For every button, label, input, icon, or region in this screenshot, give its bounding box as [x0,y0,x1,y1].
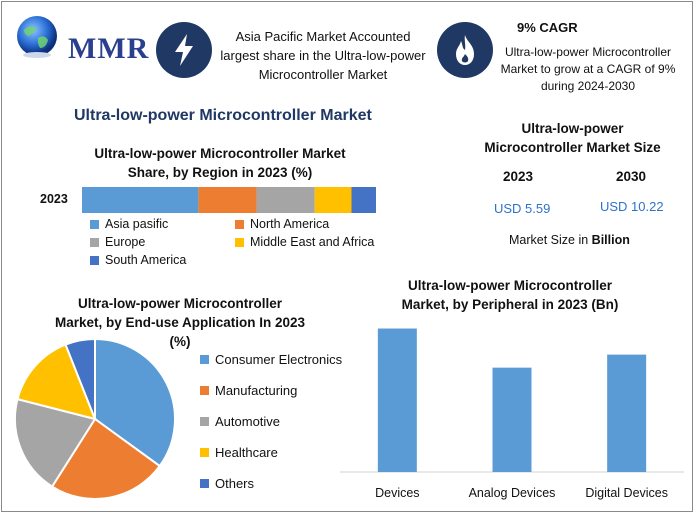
market-size-value-2023: USD 5.59 [494,201,551,216]
header-right-line-3: during 2024-2030 [540,79,636,93]
peripheral-bar-chart: Devices Analog Devices Digital Devices [340,328,684,500]
bar-segment-asia-pasific [82,187,199,213]
cagr-title: 9% CAGR [517,20,578,35]
header-right-line-1: Ultra-low-power Microcontroller [504,45,672,59]
logo: MMR [12,12,148,65]
legend-swatch [200,448,209,457]
market-size-title-line-2: Microcontroller Market Size [484,140,661,155]
pie-chart-title-line-3: (%) [169,334,191,349]
flame-badge [437,22,493,78]
region-chart-title-line-1: Ultra-low-power Microcontroller Market [94,146,346,161]
flame-icon [456,35,474,65]
legend-label: Middle East and Africa [250,235,375,249]
bar-segment-middle-east-and-africa [314,187,352,213]
market-size-unit-prefix: Market Size in [509,233,592,247]
x-tick-label: Analog Devices [469,486,556,500]
legend-label: South America [105,253,187,267]
legend-item-europe: Europe [90,235,145,249]
legend-swatch [90,237,99,247]
header-left-line-1: Asia Pacific Market Accounted [235,29,411,44]
market-size-title: Ultra-low-power Microcontroller Market S… [470,119,675,157]
legend-label: Manufacturing [215,383,298,398]
globe-icon [17,16,57,58]
header-left-line-3: Microcontroller Market [258,67,388,82]
pie-legend-automotive: Automotive [200,414,280,429]
legend-swatch [235,237,244,247]
region-bar-category-label: 2023 [40,192,68,206]
legend-label: Consumer Electronics [215,352,343,367]
bar-digital-devices [607,354,647,472]
pie-legend-healthcare: Healthcare [200,445,278,460]
market-size-unit: Market Size in Billion [509,233,630,247]
pie-legend-consumer-electronics: Consumer Electronics [200,352,342,367]
x-tick-label: Devices [375,486,419,500]
market-size-title-line-1: Ultra-low-power [521,121,624,136]
legend-label: Others [215,476,255,491]
region-chart-title: Ultra-low-power Microcontroller Market S… [60,144,380,182]
end-use-pie-chart [14,337,176,500]
pie-slice-healthcare [16,343,97,421]
market-size-value-2030: USD 10.22 [600,199,664,214]
bar-segment-south-america [351,187,376,213]
legend-swatch [200,355,209,364]
header-right-line-2: Market to grow at a CAGR of 9% [500,62,676,76]
bar-segment-north-america [198,187,257,213]
market-size-year-2023: 2023 [503,169,534,184]
pie-slice-manufacturing [50,417,162,500]
legend-label: North America [250,217,330,231]
legend-swatch [235,219,244,229]
pie-legend-manufacturing: Manufacturing [200,383,297,398]
pie-slice-consumer-electronics [94,337,176,468]
pie-chart-title-line-1: Ultra-low-power Microcontroller [77,296,283,311]
header-right-text: Ultra-low-power Microcontroller Market t… [496,44,680,95]
pie-legend-others: Others [200,476,254,491]
bar-segment-europe [256,187,315,213]
legend-swatch [90,255,99,265]
legend-item-south-america: South America [90,253,186,267]
market-size-unit-bold: Billion [591,233,630,247]
header-left-line-2: largest share in the Ultra-low-power [220,48,426,63]
pie-chart-title: Ultra-low-power Microcontroller Market, … [35,294,325,351]
lightning-icon [175,34,193,66]
brand-name: MMR [68,32,150,65]
legend-label: Europe [105,235,146,249]
peripheral-chart-title-line-2: Market, by Peripheral in 2023 (Bn) [401,297,619,312]
main-title: Ultra-low-power Microcontroller Market [74,107,372,124]
peripheral-chart-title-line-1: Ultra-low-power Microcontroller [407,278,613,293]
pie-slice-automotive [14,397,97,488]
x-tick-label: Digital Devices [585,486,668,500]
legend-swatch [90,219,99,229]
lightning-badge [156,22,212,78]
market-size-year-2030: 2030 [616,169,647,184]
legend-label: Automotive [215,414,281,429]
legend-item-asia: Asia pasific [90,217,168,231]
bar-analog-devices [492,367,532,472]
peripheral-chart-title: Ultra-low-power Microcontroller Market, … [360,276,660,314]
header-left-text: Asia Pacific Market Accounted largest sh… [210,27,436,84]
bar-devices [377,328,417,472]
legend-label: Healthcare [215,445,278,460]
legend-swatch [200,386,209,395]
pie-slice-others [64,337,96,420]
region-chart-title-line-2: Share, by Region in 2023 (%) [127,165,313,180]
legend-swatch [200,479,209,488]
region-stacked-bar [82,187,376,213]
legend-item-north-america: North America [235,217,329,231]
legend-item-mea: Middle East and Africa [235,235,374,249]
pie-chart-title-line-2: Market, by End-use Application In 2023 [54,315,306,330]
legend-label: Asia pasific [105,217,169,231]
legend-swatch [200,417,209,426]
